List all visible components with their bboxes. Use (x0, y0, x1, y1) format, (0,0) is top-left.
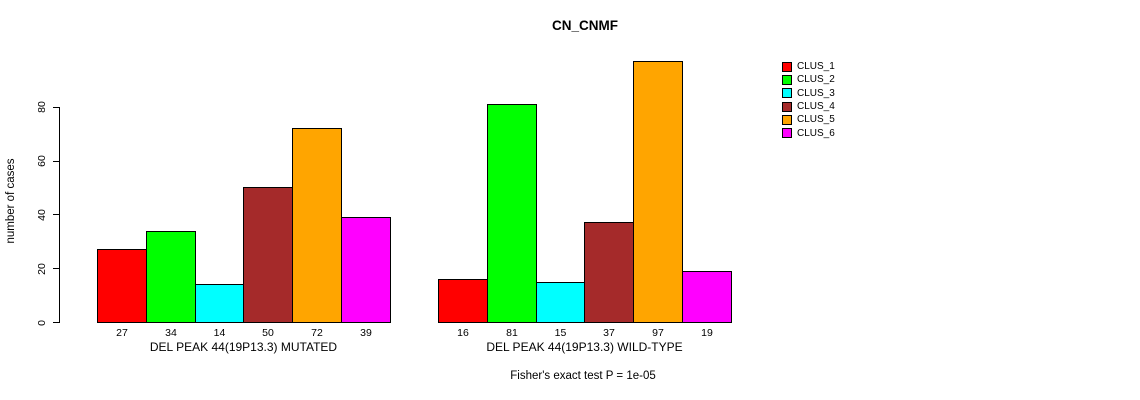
bar-value-label: 19 (701, 327, 713, 339)
chart-title: CN_CNMF (552, 18, 618, 33)
y-axis-tick-label: 80 (36, 101, 48, 114)
y-axis-tick (53, 106, 59, 108)
y-axis-tick-label: 40 (36, 209, 48, 221)
legend-item: CLUS_2 (782, 74, 835, 85)
y-axis-tick-label: 60 (36, 155, 48, 167)
legend-label: CLUS_2 (797, 74, 835, 86)
bar-value-label: 15 (554, 327, 567, 339)
bar (438, 279, 488, 323)
bar-value-label: 39 (360, 327, 372, 339)
bar-value-label: 50 (262, 327, 274, 339)
bar (146, 231, 196, 323)
y-axis-tick (53, 322, 59, 323)
bar (195, 284, 244, 323)
y-axis-tick (53, 160, 59, 162)
legend-label: CLUS_3 (797, 87, 835, 99)
legend-label: CLUS_4 (797, 101, 835, 113)
bar (584, 222, 634, 323)
legend-item: CLUS_3 (782, 88, 835, 99)
bar-value-label: 34 (165, 327, 177, 339)
legend-label: CLUS_1 (797, 61, 835, 73)
bar-value-label: 37 (603, 327, 615, 339)
stat-annotation: Fisher's exact test P = 1e-05 (510, 370, 656, 382)
y-axis-tick-label: 20 (36, 262, 48, 275)
y-axis-tick-label: 0 (36, 319, 48, 326)
y-axis-tick (53, 214, 59, 216)
legend-item: CLUS_1 (782, 61, 835, 72)
legend-swatch-icon (782, 114, 792, 125)
legend-swatch-icon (782, 61, 792, 72)
legend-swatch-icon (782, 88, 792, 99)
legend-item: CLUS_4 (782, 101, 835, 112)
bar-value-label: 72 (311, 327, 323, 339)
bar (633, 61, 683, 323)
bar (292, 128, 342, 323)
legend-label: CLUS_5 (797, 114, 835, 126)
bar (487, 104, 537, 323)
bar (243, 187, 293, 323)
bar-value-label: 97 (652, 327, 664, 339)
y-axis-line (59, 106, 60, 323)
y-axis-tick (53, 268, 59, 270)
x-group-label: DEL PEAK 44(19P13.3) WILD-TYPE (486, 340, 683, 354)
bar (682, 271, 732, 323)
legend: CLUS_1 CLUS_2 CLUS_3 CLUS_4 CLUS_5 CLUS_6 (782, 61, 835, 139)
bar (536, 282, 585, 323)
bar (97, 249, 147, 323)
bar-value-label: 14 (213, 327, 226, 339)
legend-item: CLUS_6 (782, 127, 835, 139)
bar-value-label: 81 (506, 327, 518, 339)
bar-value-label: 16 (457, 327, 469, 339)
bar (341, 217, 391, 323)
bar-value-label: 27 (116, 327, 128, 339)
legend-item: CLUS_5 (782, 114, 835, 125)
legend-label: CLUS_6 (797, 127, 835, 139)
x-group-label: DEL PEAK 44(19P13.3) MUTATED (149, 340, 338, 354)
legend-swatch-icon (782, 101, 792, 112)
legend-swatch-icon (782, 74, 792, 85)
legend-swatch-icon (782, 128, 792, 139)
